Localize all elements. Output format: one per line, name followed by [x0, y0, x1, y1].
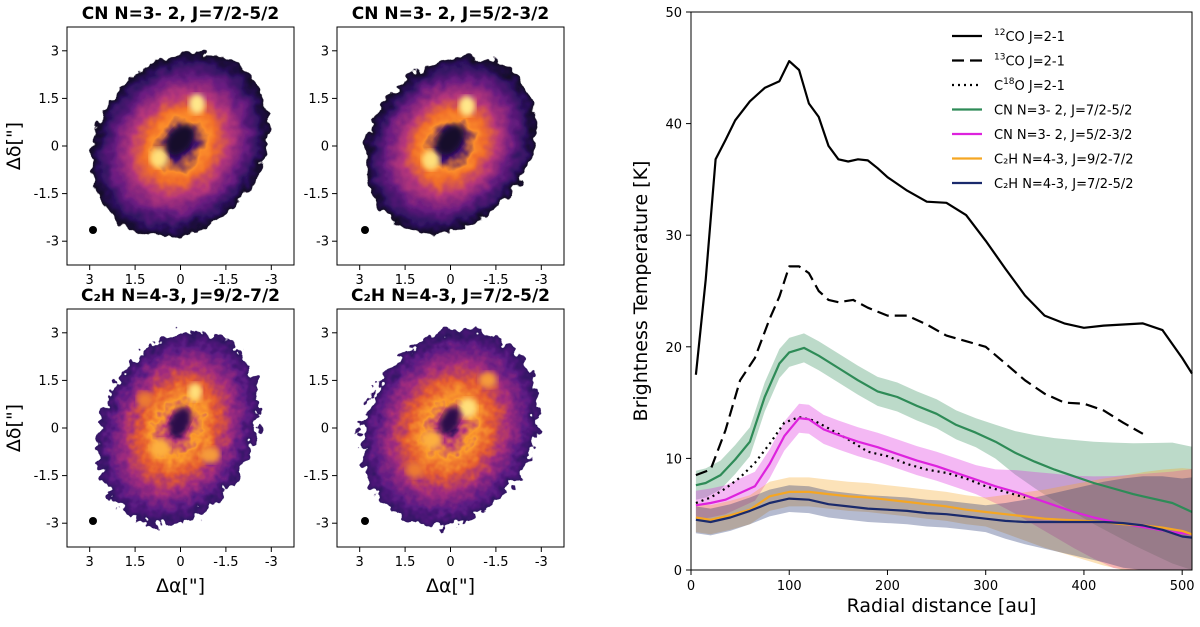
- chart-ytick-label: 30: [665, 229, 682, 244]
- legend-label: CN N=3- 2, J=5/2-3/2: [994, 128, 1132, 143]
- chart-ytick-label: 40: [665, 118, 682, 133]
- map-panel-4: C₂H N=4-3, J=7/2-5/2: [336, 286, 565, 548]
- series-lines: [694, 59, 1193, 539]
- map-xtick-label: 1.5: [395, 555, 416, 570]
- legend-label: C₂H N=4-3, J=9/2-7/2: [994, 153, 1134, 168]
- map-xtick-label: 3: [356, 273, 364, 288]
- map-xtick-label: -3: [265, 273, 278, 288]
- map-xtick-label: 0: [176, 555, 184, 570]
- map-xlabel-left: Δα["]: [156, 575, 205, 597]
- map-xtick-label: 3: [86, 273, 94, 288]
- profile-chart: 0 100 200 300 400 500 0 10 20 30 40 50 Radial dista…: [630, 6, 1195, 617]
- map-panel-title: CN N=3- 2, J=7/2-5/2: [82, 4, 279, 24]
- map-panel-3: C₂H N=4-3, J=9/2-7/2: [66, 286, 295, 548]
- map-ytick-label: 3: [51, 326, 59, 341]
- chart-xtick-label: 100: [777, 579, 802, 594]
- uncertainty-bands: [695, 333, 1192, 570]
- map-image: [361, 330, 539, 526]
- map-ylabel-top: Δδ["]: [3, 122, 25, 170]
- map-ylabel-bottom: Δδ["]: [3, 404, 25, 452]
- map-axis-ticks: 3 3 1.5 1.5 0 0 -1.5 -1.5 -3 -3 3 3 1.5 1.5 0 0 -1.5 -1.5…: [34, 44, 548, 570]
- map-ytick-label: 1.5: [38, 374, 59, 389]
- map-ytick-label: 1.5: [308, 92, 329, 107]
- legend-label: C18O J=2-1: [994, 77, 1065, 94]
- chart-xlabel: Radial distance [au]: [847, 595, 1037, 617]
- map-panel-title: C₂H N=4-3, J=7/2-5/2: [351, 286, 550, 306]
- map-xtick-label: 1.5: [125, 555, 146, 570]
- chart-xtick-label: 300: [973, 579, 998, 594]
- chart-xtick-label: 400: [1072, 579, 1097, 594]
- map-xtick-label: 1.5: [395, 273, 416, 288]
- uncertainty-band: [695, 403, 1192, 570]
- legend-label: 13CO J=2-1: [994, 53, 1065, 70]
- map-xtick-label: -1.5: [213, 273, 238, 288]
- map-ytick-label: -1.5: [304, 187, 329, 202]
- chart-axis-ticks: 0 100 200 300 400 500 0 10 20 30 40 50: [665, 6, 1194, 594]
- map-image: [91, 53, 269, 237]
- chart-ytick-label: 10: [665, 452, 682, 467]
- uncertainty-band: [695, 476, 1192, 570]
- chart-ytick-label: 50: [665, 6, 682, 21]
- chart-ytick-label: 20: [665, 341, 682, 356]
- uncertainty-band: [695, 333, 1192, 570]
- map-ytick-label: 0: [321, 140, 329, 155]
- map-ytick-label: -3: [46, 517, 59, 532]
- map-ytick-label: 0: [51, 422, 59, 437]
- map-panel-title: C₂H N=4-3, J=9/2-7/2: [81, 286, 280, 306]
- series-line: [695, 265, 1144, 477]
- map-panel-2: CN N=3- 2, J=5/2-3/2: [336, 4, 565, 266]
- map-ytick-label: -1.5: [34, 187, 59, 202]
- map-xtick-label: 0: [176, 273, 184, 288]
- map-xtick-label: -1.5: [483, 273, 508, 288]
- map-ytick-label: 3: [321, 326, 329, 341]
- map-ytick-label: 0: [321, 422, 329, 437]
- map-xtick-label: -3: [265, 555, 278, 570]
- map-xtick-label: -1.5: [213, 555, 238, 570]
- map-ytick-label: -3: [316, 517, 329, 532]
- chart-ytick-label: 0: [674, 564, 682, 579]
- map-ytick-label: 1.5: [308, 374, 329, 389]
- map-ytick-label: 0: [51, 140, 59, 155]
- map-panel-1: CN N=3- 2, J=7/2-5/2: [66, 4, 295, 266]
- map-xtick-label: -3: [535, 273, 548, 288]
- map-xtick-label: 3: [86, 555, 94, 570]
- series-line: [695, 417, 1193, 536]
- map-xtick-label: -3: [535, 555, 548, 570]
- chart-ylabel: Brightness Temperature [K]: [630, 161, 652, 422]
- map-ytick-label: 3: [51, 44, 59, 59]
- map-image: [364, 56, 536, 234]
- map-ytick-label: -1.5: [304, 469, 329, 484]
- chart-xtick-label: 0: [687, 579, 695, 594]
- map-image: [97, 331, 259, 525]
- map-ytick-label: -1.5: [34, 469, 59, 484]
- series-line: [694, 59, 1193, 375]
- chart-xtick-label: 500: [1170, 579, 1195, 594]
- beam-marker: [361, 226, 369, 234]
- map-xlabel-right: Δα["]: [426, 575, 475, 597]
- map-xtick-label: 3: [356, 555, 364, 570]
- beam-marker: [89, 226, 97, 234]
- series-line: [695, 497, 1193, 539]
- chart-frame: [690, 11, 1193, 571]
- series-line: [695, 346, 1193, 513]
- map-xtick-label: -1.5: [483, 555, 508, 570]
- chart-legend: 12CO J=2-1 13CO J=2-1 C18O J=2-1 CN N=3- 2,…: [952, 28, 1134, 192]
- map-ytick-label: -3: [46, 235, 59, 250]
- chart-xtick-label: 200: [875, 579, 900, 594]
- map-xtick-label: 1.5: [125, 273, 146, 288]
- legend-label: C₂H N=4-3, J=7/2-5/2: [994, 177, 1134, 192]
- legend-label: CN N=3- 2, J=7/2-5/2: [994, 104, 1132, 119]
- beam-marker: [361, 517, 369, 525]
- map-ytick-label: -3: [316, 235, 329, 250]
- map-xtick-label: 0: [446, 273, 454, 288]
- map-xtick-label: 0: [446, 555, 454, 570]
- legend-label: 12CO J=2-1: [994, 28, 1065, 45]
- map-panel-title: CN N=3- 2, J=5/2-3/2: [352, 4, 549, 24]
- beam-marker: [89, 517, 97, 525]
- map-ytick-label: 1.5: [38, 92, 59, 107]
- map-ytick-label: 3: [321, 44, 329, 59]
